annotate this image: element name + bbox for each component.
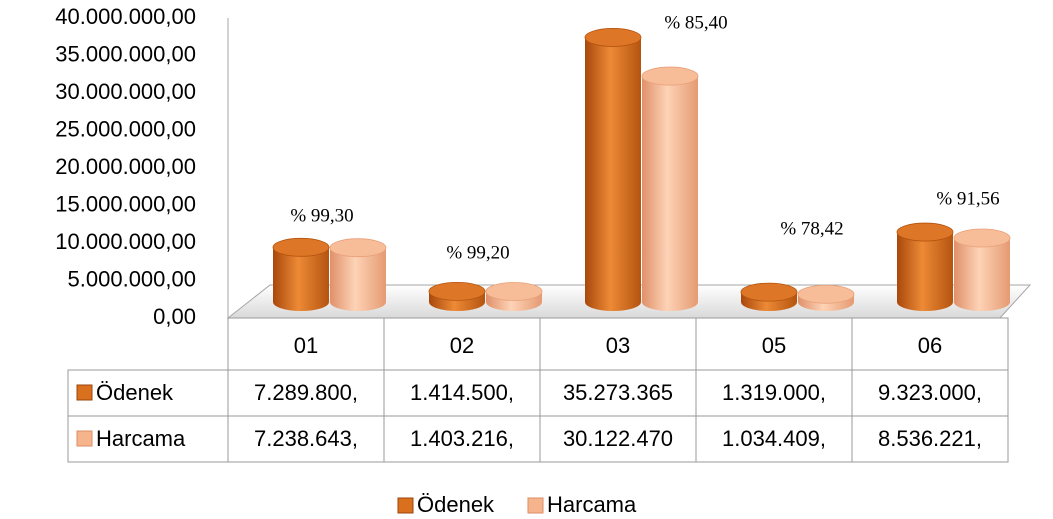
y-tick-label: 15.000.000,00 xyxy=(55,191,196,216)
table-cell: 1.034.409, xyxy=(722,426,826,451)
annotation: % 78,42 xyxy=(780,218,843,239)
legend-key xyxy=(397,497,414,514)
annotation: % 91,56 xyxy=(936,188,999,209)
table-cell: 7.238.643, xyxy=(254,426,358,451)
y-tick-label: 20.000.000,00 xyxy=(55,154,196,179)
bar xyxy=(954,237,1010,311)
bar-top xyxy=(740,282,798,302)
bar xyxy=(642,76,698,311)
y-tick-label: 25.000.000,00 xyxy=(55,116,196,141)
table-cell: 9.323.000, xyxy=(878,380,982,405)
row-label: Harcama xyxy=(96,426,186,451)
x-tick-label: 05 xyxy=(762,333,786,358)
table-cell: 1.414.500, xyxy=(410,380,514,405)
x-tick-label: 06 xyxy=(918,333,942,358)
table-cell: 1.319.000, xyxy=(722,380,826,405)
table-cell: 1.403.216, xyxy=(410,426,514,451)
bar-top xyxy=(953,228,1011,248)
x-tick-label: 03 xyxy=(606,333,630,358)
y-tick-label: 35.000.000,00 xyxy=(55,41,196,66)
y-tick-label: 30.000.000,00 xyxy=(55,79,196,104)
x-tick-label: 02 xyxy=(450,333,474,358)
y-tick-label: 40.000.000,00 xyxy=(55,4,196,29)
table-cell: 8.536.221, xyxy=(878,426,982,451)
bar xyxy=(330,247,386,311)
x-tick-label: 01 xyxy=(294,333,318,358)
annotation: % 85,40 xyxy=(664,12,727,33)
bar xyxy=(585,37,641,311)
annotation: % 99,20 xyxy=(446,242,509,263)
bar-top xyxy=(584,28,642,47)
y-tick-label: 10.000.000,00 xyxy=(55,229,196,254)
bar-top xyxy=(797,284,855,304)
bar-top xyxy=(272,237,330,257)
row-label: Ödenek xyxy=(96,380,174,405)
table-cell: 35.273.365 xyxy=(563,380,673,405)
legend-label: Ödenek xyxy=(417,492,495,517)
bar-top xyxy=(896,222,954,242)
y-tick-label: 5.000.000,00 xyxy=(68,266,196,291)
bar xyxy=(897,232,953,311)
table-legend-key xyxy=(76,430,93,447)
table-cell: 7.289.800, xyxy=(254,380,358,405)
bar-top xyxy=(428,281,486,301)
table-cell: 30.122.470 xyxy=(563,426,673,451)
legend-key xyxy=(527,497,544,514)
table-legend-key xyxy=(76,384,93,401)
legend-label: Harcama xyxy=(547,492,637,517)
bar xyxy=(273,247,329,311)
y-tick-label: 0,00 xyxy=(153,304,196,329)
bar-top xyxy=(485,282,543,301)
bar-top xyxy=(641,66,699,86)
bar-top xyxy=(329,238,387,258)
annotation: % 99,30 xyxy=(290,205,353,226)
